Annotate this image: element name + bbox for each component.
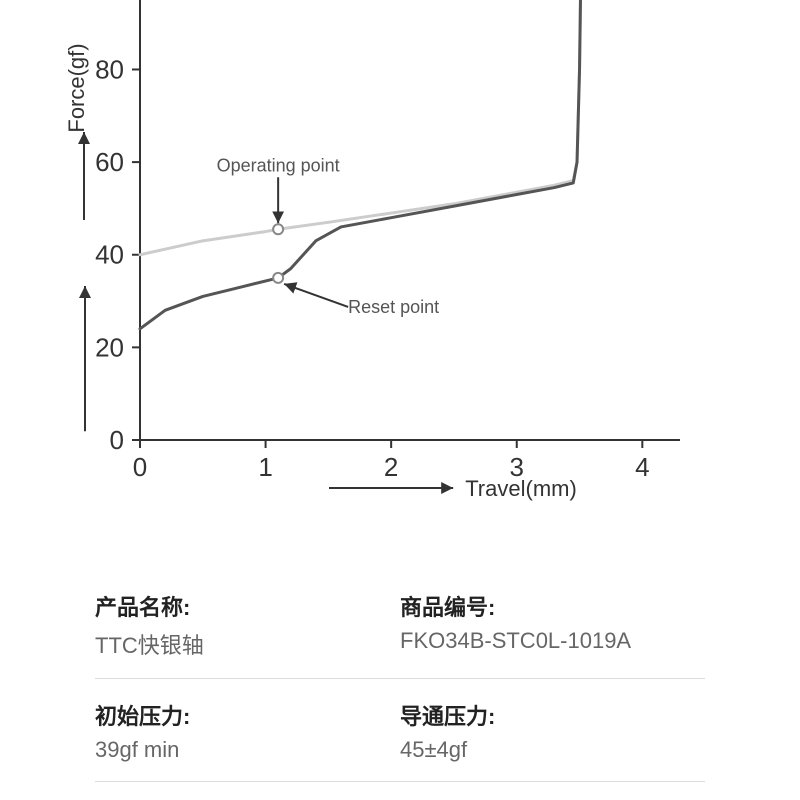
spec-value: FKO34B-STC0L-1019A — [400, 628, 705, 654]
reset-point-label: Reset point — [348, 297, 439, 317]
series-press — [140, 0, 581, 255]
spec-cell-initial-force: 初始压力: 39gf min — [95, 699, 400, 763]
svg-text:1: 1 — [258, 452, 272, 482]
reset-point-marker — [273, 273, 283, 283]
svg-text:0: 0 — [110, 425, 124, 455]
spec-table: 产品名称: TTC快银轴 商品编号: FKO34B-STC0L-1019A 初始… — [95, 570, 705, 782]
spec-value: 39gf min — [95, 737, 400, 763]
operating-point-label: Operating point — [217, 155, 340, 175]
svg-text:80: 80 — [95, 54, 124, 84]
spec-value: TTC快银轴 — [95, 628, 400, 660]
svg-text:4: 4 — [635, 452, 649, 482]
spec-cell-product-code: 商品编号: FKO34B-STC0L-1019A — [400, 590, 705, 660]
svg-text:20: 20 — [95, 332, 124, 362]
operating-point-marker — [273, 224, 283, 234]
spec-row: 初始压力: 39gf min 导通压力: 45±4gf — [95, 679, 705, 782]
page-root: 02040608001234Force(gf)Travel(mm)Operati… — [0, 0, 800, 800]
spec-row: 产品名称: TTC快银轴 商品编号: FKO34B-STC0L-1019A — [95, 570, 705, 679]
spec-cell-product-name: 产品名称: TTC快银轴 — [95, 590, 400, 660]
spec-label: 商品编号: — [400, 590, 705, 622]
spec-value: 45±4gf — [400, 737, 705, 763]
svg-text:Force(gf): Force(gf) — [64, 43, 89, 132]
svg-text:2: 2 — [384, 452, 398, 482]
svg-text:60: 60 — [95, 147, 124, 177]
svg-text:40: 40 — [95, 240, 124, 270]
svg-text:0: 0 — [133, 452, 147, 482]
chart-svg: 02040608001234Force(gf)Travel(mm)Operati… — [0, 0, 800, 520]
spec-label: 导通压力: — [400, 699, 705, 731]
series-release — [140, 0, 581, 329]
spec-label: 产品名称: — [95, 590, 400, 622]
spec-label: 初始压力: — [95, 699, 400, 731]
force-travel-chart: 02040608001234Force(gf)Travel(mm)Operati… — [0, 0, 800, 520]
svg-text:Travel(mm): Travel(mm) — [465, 476, 577, 501]
spec-cell-operating-force: 导通压力: 45±4gf — [400, 699, 705, 763]
